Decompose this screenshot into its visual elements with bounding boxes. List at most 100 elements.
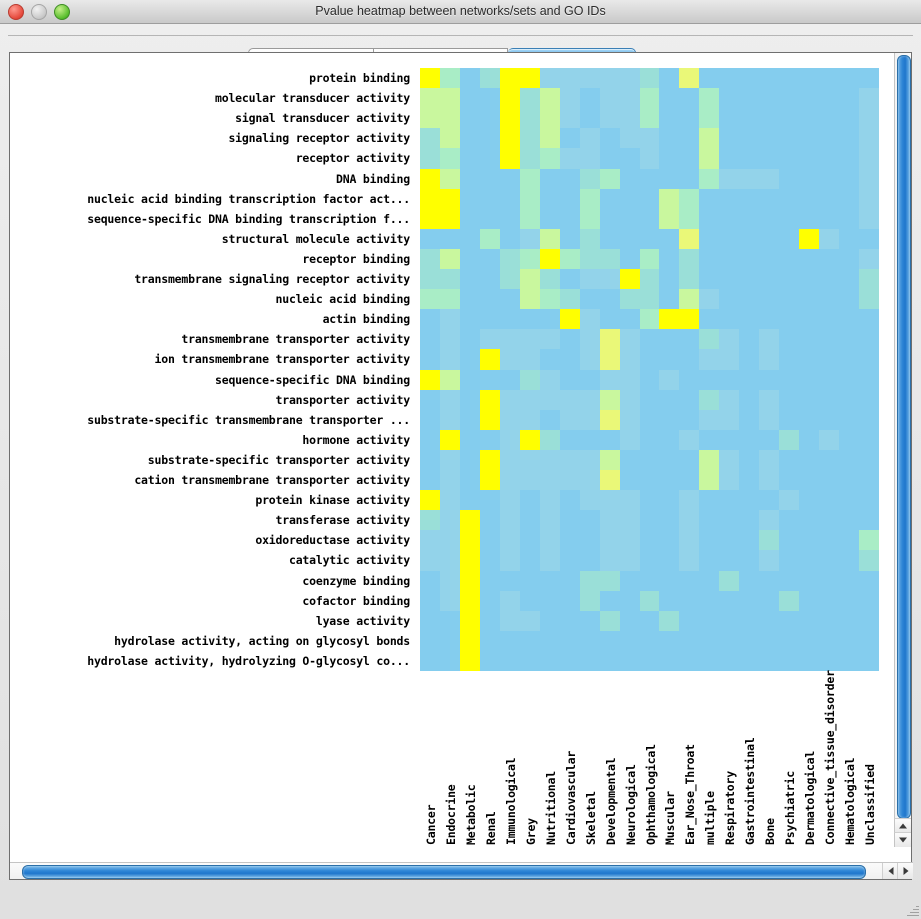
heatmap-cell[interactable]	[420, 208, 440, 229]
heatmap-cell[interactable]	[619, 550, 640, 571]
heatmap-cell[interactable]	[719, 429, 740, 450]
heatmap-cell[interactable]	[619, 128, 640, 149]
heatmap-cell[interactable]	[639, 329, 660, 350]
heatmap-cell[interactable]	[859, 550, 879, 571]
heatmap-cell[interactable]	[699, 309, 720, 330]
heatmap-cell[interactable]	[439, 630, 460, 651]
heatmap-cell[interactable]	[759, 188, 780, 209]
heatmap-cell[interactable]	[519, 550, 540, 571]
heatmap-cell[interactable]	[459, 349, 480, 370]
heatmap-cell[interactable]	[459, 88, 480, 109]
heatmap-cell[interactable]	[619, 630, 640, 651]
heatmap-cell[interactable]	[819, 309, 840, 330]
heatmap-cell[interactable]	[679, 369, 700, 390]
heatmap-cell[interactable]	[499, 610, 520, 631]
heatmap-cell[interactable]	[839, 530, 860, 551]
heatmap-cell[interactable]	[479, 88, 500, 109]
heatmap-cell[interactable]	[659, 530, 680, 551]
heatmap-cell[interactable]	[679, 389, 700, 410]
heatmap-cell[interactable]	[719, 530, 740, 551]
heatmap-cell[interactable]	[839, 349, 860, 370]
heatmap-cell[interactable]	[839, 309, 860, 330]
heatmap-cell[interactable]	[759, 389, 780, 410]
heatmap-cell[interactable]	[659, 590, 680, 611]
heatmap-cell[interactable]	[499, 309, 520, 330]
heatmap-cell[interactable]	[699, 570, 720, 591]
heatmap-cell[interactable]	[639, 248, 660, 269]
heatmap-cell[interactable]	[859, 650, 879, 671]
heatmap-cell[interactable]	[439, 650, 460, 671]
heatmap-cell[interactable]	[659, 349, 680, 370]
heatmap-cell[interactable]	[699, 329, 720, 350]
heatmap-cell[interactable]	[819, 289, 840, 310]
heatmap-cell[interactable]	[779, 550, 800, 571]
heatmap-cell[interactable]	[819, 630, 840, 651]
heatmap-cell[interactable]	[639, 570, 660, 591]
heatmap-cell[interactable]	[439, 128, 460, 149]
heatmap-cell[interactable]	[839, 630, 860, 651]
heatmap-cell[interactable]	[519, 269, 540, 290]
heatmap-cell[interactable]	[839, 389, 860, 410]
heatmap-cell[interactable]	[639, 349, 660, 370]
heatmap-cell[interactable]	[679, 168, 700, 189]
heatmap-cell[interactable]	[739, 630, 760, 651]
heatmap-cell[interactable]	[839, 188, 860, 209]
heatmap-cell[interactable]	[799, 248, 820, 269]
heatmap-cell[interactable]	[659, 369, 680, 390]
heatmap-cell[interactable]	[539, 349, 560, 370]
heatmap-cell[interactable]	[420, 510, 440, 531]
heatmap-cell[interactable]	[619, 490, 640, 511]
heatmap-cell[interactable]	[859, 228, 879, 249]
heatmap-cell[interactable]	[799, 550, 820, 571]
heatmap-cell[interactable]	[679, 550, 700, 571]
heatmap-cell[interactable]	[479, 68, 500, 89]
heatmap-cell[interactable]	[719, 650, 740, 671]
heatmap-cell[interactable]	[819, 550, 840, 571]
heatmap-cell[interactable]	[779, 650, 800, 671]
heatmap-cell[interactable]	[779, 530, 800, 551]
heatmap-cell[interactable]	[719, 168, 740, 189]
heatmap-cell[interactable]	[539, 248, 560, 269]
heatmap-cell[interactable]	[439, 570, 460, 591]
heatmap-cell[interactable]	[659, 429, 680, 450]
heatmap-cell[interactable]	[839, 228, 860, 249]
heatmap-cell[interactable]	[539, 88, 560, 109]
heatmap-cell[interactable]	[759, 168, 780, 189]
heatmap-cell[interactable]	[599, 630, 620, 651]
heatmap-cell[interactable]	[479, 369, 500, 390]
heatmap-cell[interactable]	[539, 610, 560, 631]
heatmap-cell[interactable]	[799, 108, 820, 129]
heatmap-cell[interactable]	[479, 570, 500, 591]
arrow-left-icon[interactable]	[882, 863, 898, 879]
heatmap-cell[interactable]	[599, 148, 620, 169]
heatmap-cell[interactable]	[859, 449, 879, 470]
heatmap-cell[interactable]	[759, 550, 780, 571]
heatmap-cell[interactable]	[819, 168, 840, 189]
heatmap-cell[interactable]	[659, 409, 680, 430]
heatmap-cell[interactable]	[599, 429, 620, 450]
heatmap-cell[interactable]	[819, 68, 840, 89]
heatmap-cell[interactable]	[799, 590, 820, 611]
heatmap-cell[interactable]	[859, 108, 879, 129]
heatmap-cell[interactable]	[619, 590, 640, 611]
heatmap-cell[interactable]	[599, 309, 620, 330]
heatmap-cell[interactable]	[499, 148, 520, 169]
heatmap-cell[interactable]	[719, 108, 740, 129]
heatmap-cell[interactable]	[739, 550, 760, 571]
heatmap-cell[interactable]	[759, 510, 780, 531]
heatmap-cell[interactable]	[499, 590, 520, 611]
heatmap-cell[interactable]	[839, 510, 860, 531]
heatmap-cell[interactable]	[619, 88, 640, 109]
heatmap-cell[interactable]	[559, 369, 580, 390]
heatmap-cell[interactable]	[579, 490, 600, 511]
heatmap-cell[interactable]	[699, 429, 720, 450]
heatmap-cell[interactable]	[779, 168, 800, 189]
heatmap-cell[interactable]	[639, 470, 660, 491]
heatmap-cell[interactable]	[819, 128, 840, 149]
heatmap-cell[interactable]	[839, 329, 860, 350]
heatmap-cell[interactable]	[420, 590, 440, 611]
heatmap-cell[interactable]	[859, 128, 879, 149]
heatmap-cell[interactable]	[859, 389, 879, 410]
heatmap-cell[interactable]	[679, 309, 700, 330]
heatmap-cell[interactable]	[439, 429, 460, 450]
